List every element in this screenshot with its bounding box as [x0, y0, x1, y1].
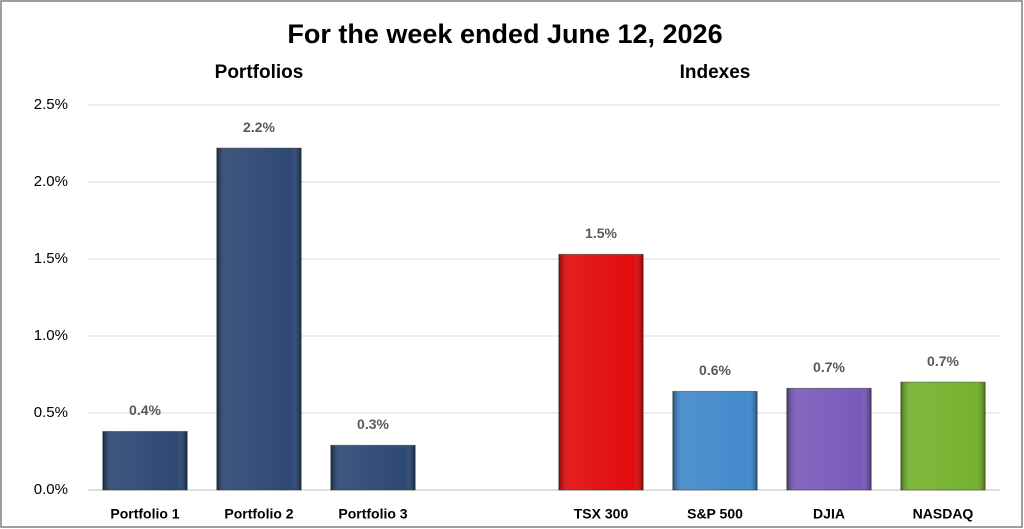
group-label: Indexes: [680, 62, 751, 83]
bar-shade: [330, 445, 416, 490]
x-tick-label: Portfolio 1: [110, 506, 179, 522]
y-tick-label: 1.0%: [34, 327, 68, 344]
y-tick-label: 2.5%: [34, 96, 68, 113]
x-tick-label: NASDAQ: [913, 506, 974, 522]
x-tick-label: TSX 300: [574, 506, 629, 522]
bar-shade: [672, 391, 758, 490]
data-label: 0.4%: [129, 402, 161, 418]
bar-shade: [900, 382, 986, 490]
chart-title: For the week ended June 12, 2026: [287, 19, 722, 49]
y-tick-label: 1.5%: [34, 250, 68, 267]
y-tick-label: 2.0%: [34, 173, 68, 190]
x-tick-label: DJIA: [813, 506, 845, 522]
data-label: 0.3%: [357, 416, 389, 432]
y-tick-label: 0.0%: [34, 481, 68, 498]
group-label: Portfolios: [215, 62, 304, 83]
x-tick-label: Portfolio 2: [224, 506, 293, 522]
bar-shade: [102, 431, 188, 490]
bar-shade: [216, 148, 302, 490]
data-label: 0.7%: [927, 353, 959, 369]
bar-shade: [558, 254, 644, 490]
data-label: 0.6%: [699, 362, 731, 378]
x-tick-label: Portfolio 3: [338, 506, 407, 522]
x-tick-label: S&P 500: [687, 506, 743, 522]
y-tick-label: 0.5%: [34, 404, 68, 421]
data-label: 0.7%: [813, 359, 845, 375]
bar-shade: [786, 388, 872, 490]
data-label: 1.5%: [585, 225, 617, 241]
data-label: 2.2%: [243, 119, 275, 135]
